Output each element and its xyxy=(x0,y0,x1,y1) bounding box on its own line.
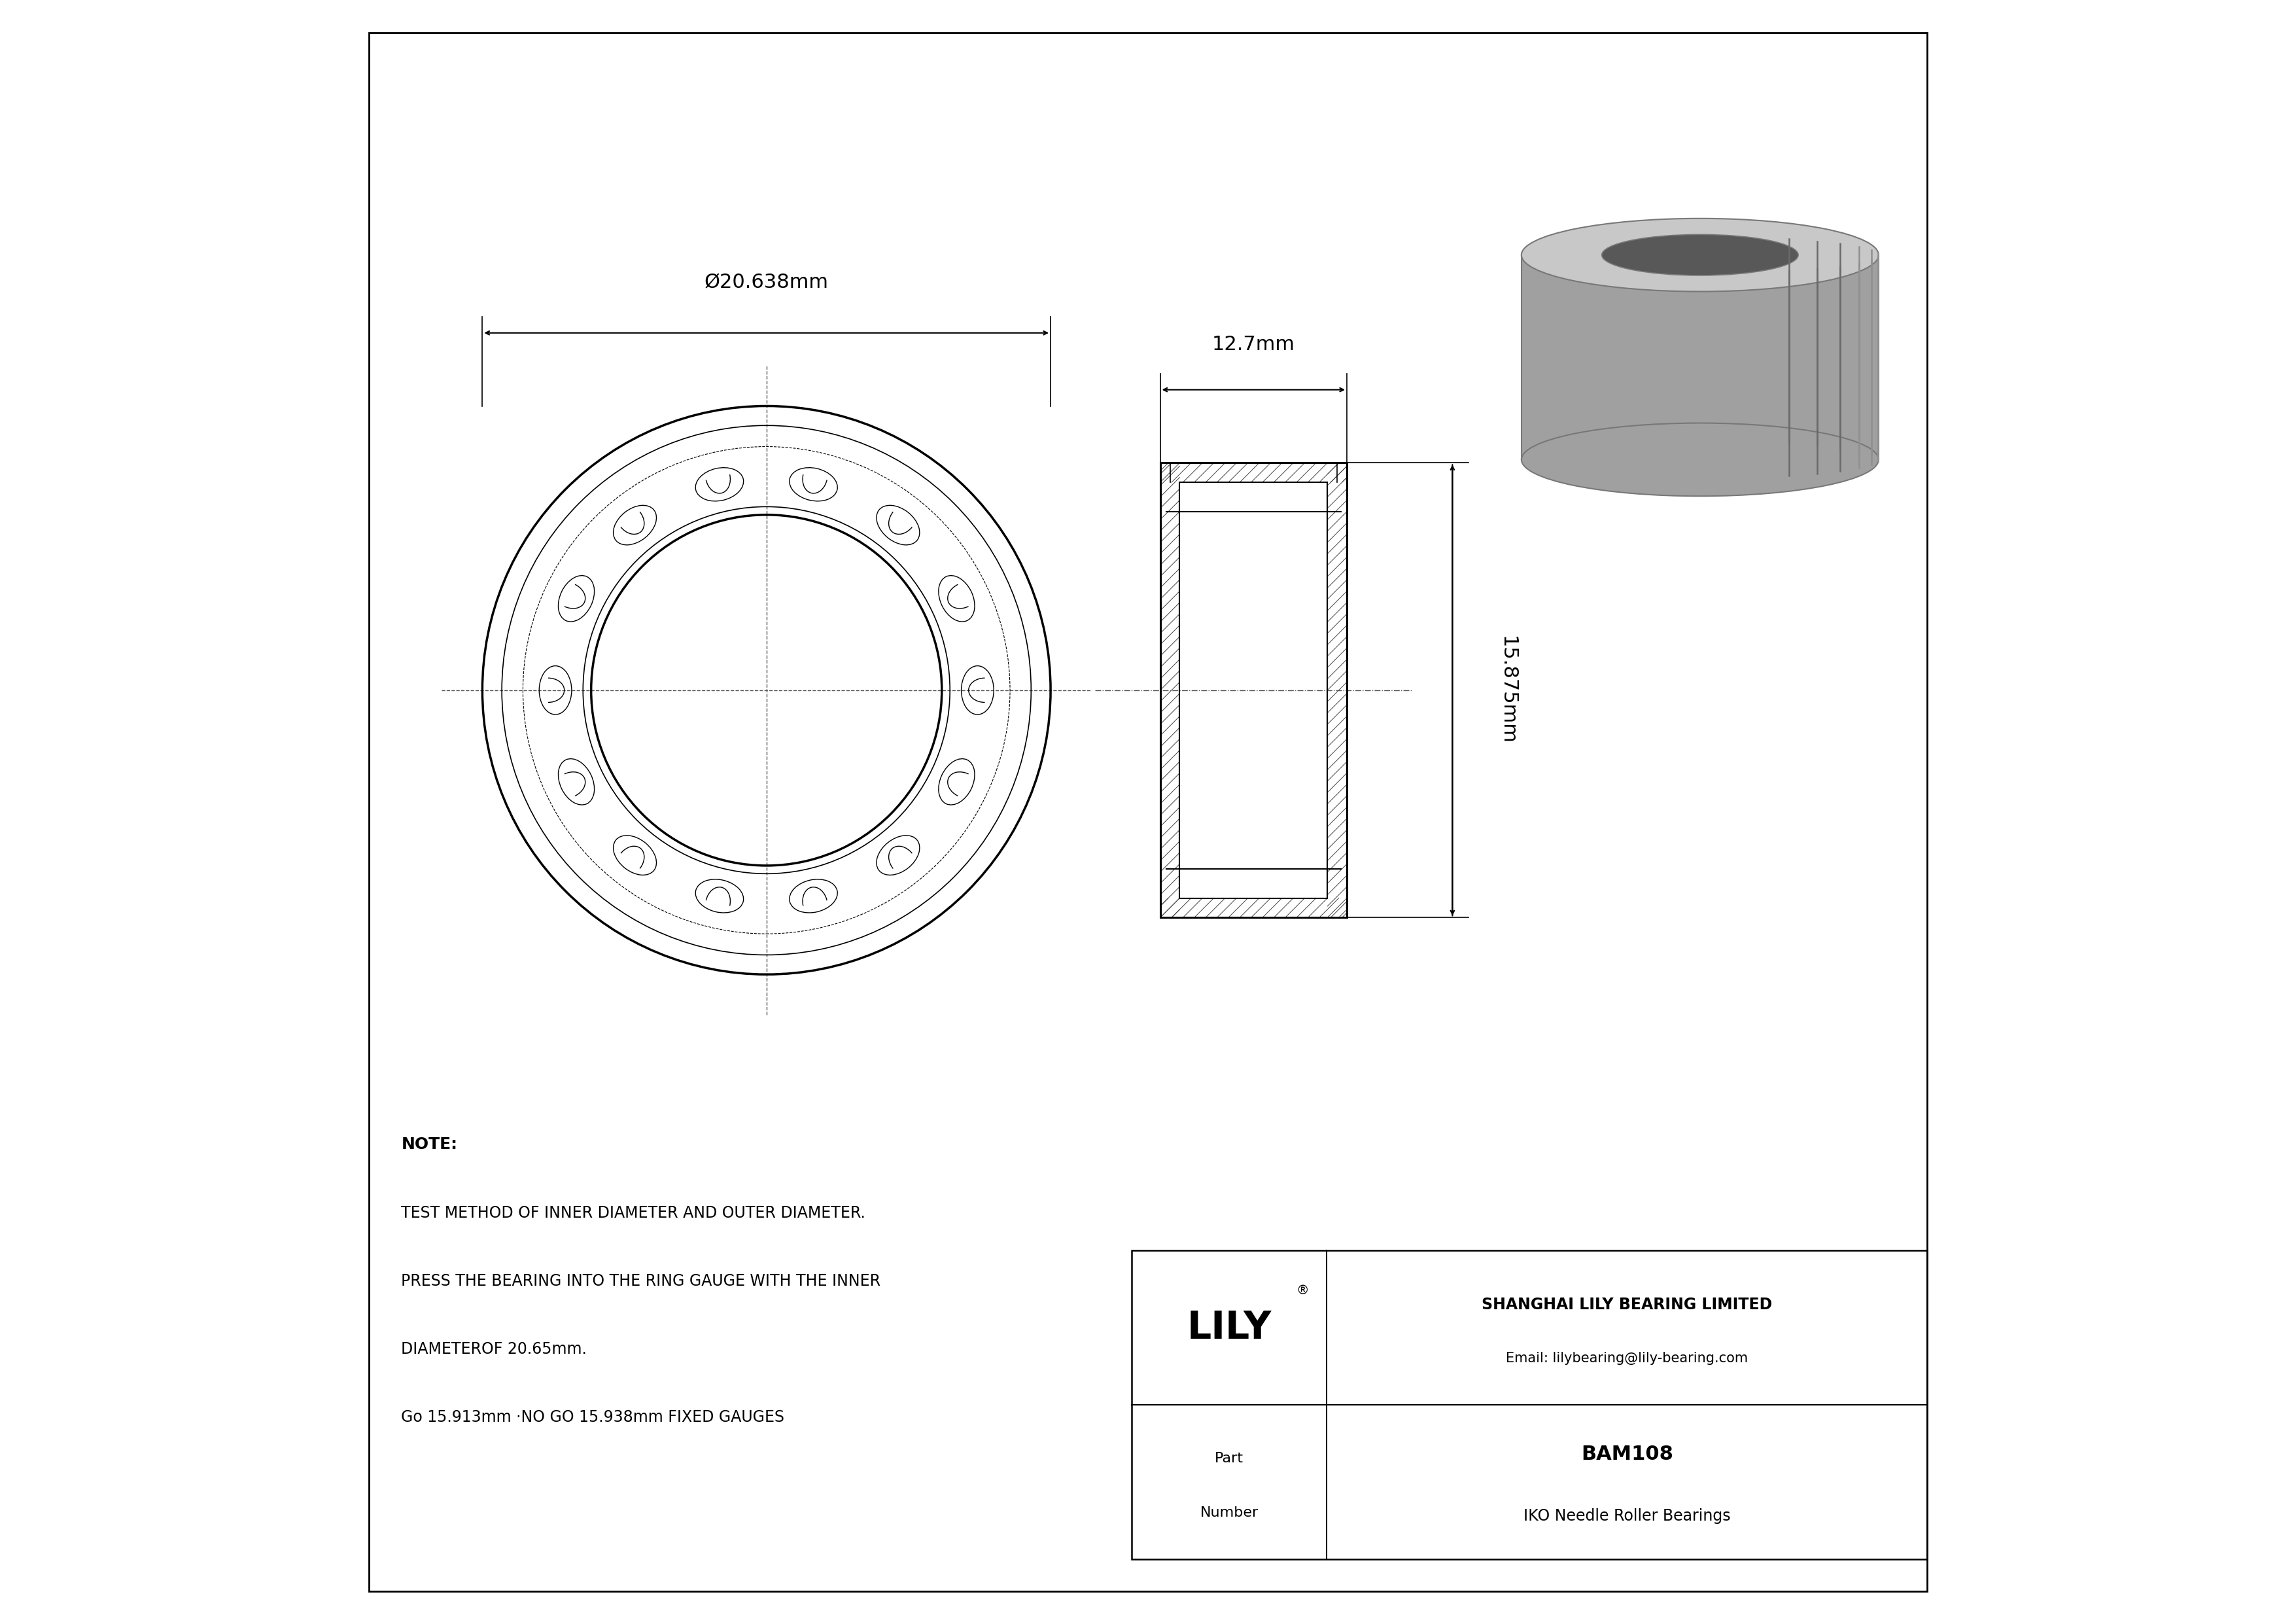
Text: ®: ® xyxy=(1295,1285,1309,1298)
Ellipse shape xyxy=(1522,219,1878,292)
Text: SHANGHAI LILY BEARING LIMITED: SHANGHAI LILY BEARING LIMITED xyxy=(1481,1296,1773,1312)
Text: NOTE:: NOTE: xyxy=(402,1137,457,1153)
Text: Go 15.913mm ·NO GO 15.938mm FIXED GAUGES: Go 15.913mm ·NO GO 15.938mm FIXED GAUGES xyxy=(402,1410,785,1426)
Bar xyxy=(1180,482,1327,898)
Text: 12.7mm: 12.7mm xyxy=(1212,335,1295,354)
Bar xyxy=(1522,255,1878,460)
Text: DIAMETEROF 20.65mm.: DIAMETEROF 20.65mm. xyxy=(402,1341,588,1358)
Bar xyxy=(1159,463,1348,918)
Text: Ø20.638mm: Ø20.638mm xyxy=(705,273,829,292)
Text: 15.875mm: 15.875mm xyxy=(1497,637,1518,744)
Ellipse shape xyxy=(1522,422,1878,495)
Text: Number: Number xyxy=(1201,1505,1258,1520)
Text: LILY: LILY xyxy=(1187,1309,1272,1346)
Text: PRESS THE BEARING INTO THE RING GAUGE WITH THE INNER: PRESS THE BEARING INTO THE RING GAUGE WI… xyxy=(402,1273,882,1289)
Text: Email: lilybearing@lily-bearing.com: Email: lilybearing@lily-bearing.com xyxy=(1506,1351,1747,1366)
Text: Part: Part xyxy=(1215,1452,1244,1465)
Text: IKO Needle Roller Bearings: IKO Needle Roller Bearings xyxy=(1522,1509,1731,1523)
Ellipse shape xyxy=(1603,234,1798,276)
Text: BAM108: BAM108 xyxy=(1582,1445,1674,1463)
Bar xyxy=(1132,1250,1926,1559)
Text: TEST METHOD OF INNER DIAMETER AND OUTER DIAMETER.: TEST METHOD OF INNER DIAMETER AND OUTER … xyxy=(402,1205,866,1221)
